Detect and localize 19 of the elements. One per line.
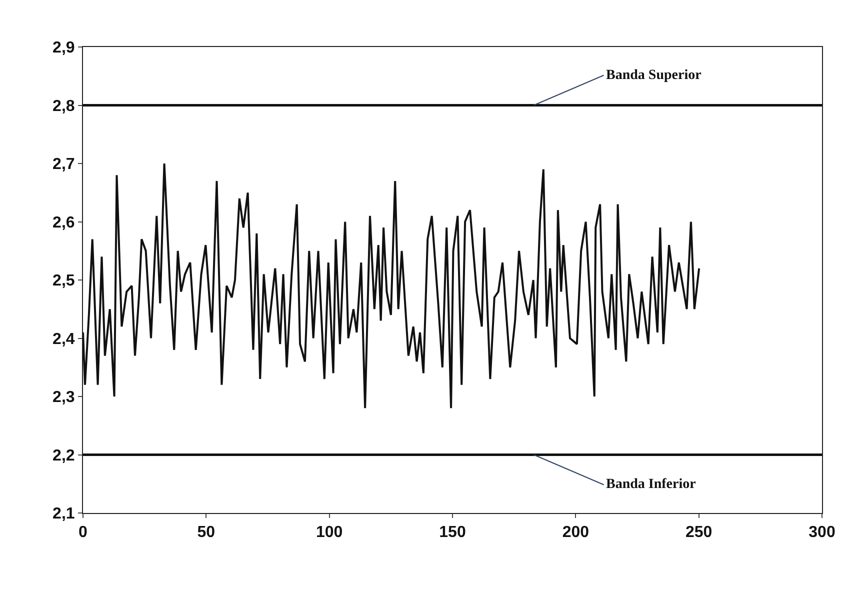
y-tick-label: 2,7 [52,156,75,174]
x-tick-label: 250 [685,524,712,542]
y-tick-label: 2,8 [52,98,75,115]
y-tick-label: 2,5 [52,272,75,290]
x-tick-label: 150 [439,524,466,542]
x-tick-label: 100 [316,524,343,542]
x-tick-label: 300 [808,524,836,542]
y-tick-label: 2,3 [52,389,75,406]
y-tick-label: 2,4 [52,330,75,348]
line-series [83,162,700,410]
y-tick-label: 2,9 [52,40,75,57]
y-tick-label: 2,1 [52,506,75,523]
x-tick-label: 0 [78,524,88,542]
x-tick-label: 200 [562,524,590,542]
ref-line-label: Banda Superior [606,68,702,83]
ref-line-label: Banda Inferior [606,477,696,492]
y-tick-label: 2,6 [52,214,75,232]
x-tick-label: 50 [197,524,216,542]
y-tick-label: 2,2 [52,447,75,464]
